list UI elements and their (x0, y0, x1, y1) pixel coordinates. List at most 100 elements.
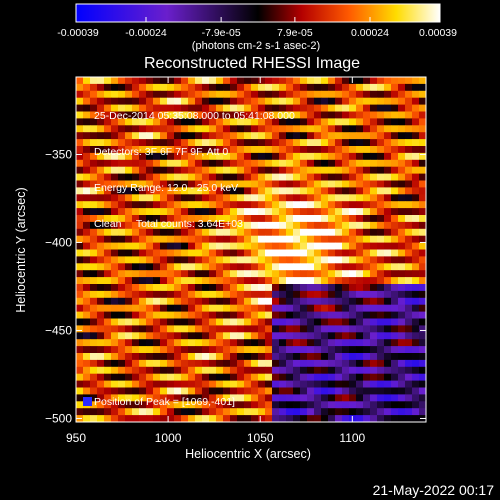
heatmap-cell (90, 415, 98, 423)
heatmap-cell (251, 270, 259, 278)
heatmap-cell (104, 152, 112, 161)
heatmap-cell (174, 104, 182, 112)
heatmap-cell (293, 325, 301, 333)
heatmap-cell (244, 77, 252, 85)
heatmap-cell (321, 373, 329, 381)
heatmap-cell (307, 139, 315, 147)
heatmap-cell (209, 194, 217, 202)
heatmap-cell (370, 77, 378, 85)
heatmap-cell (244, 83, 252, 92)
heatmap-cell (391, 228, 399, 237)
heatmap-cell (223, 256, 231, 264)
heatmap-cell (272, 173, 280, 181)
heatmap-cell (412, 166, 420, 174)
heatmap-cell (209, 373, 217, 381)
heatmap-cell (328, 228, 336, 237)
heatmap-cell (90, 159, 98, 168)
heatmap-cell (377, 263, 385, 271)
heatmap-cell (335, 297, 343, 306)
heatmap-cell (398, 242, 406, 250)
heatmap-cell (349, 304, 357, 312)
heatmap-cell (251, 77, 259, 85)
heatmap-cell (125, 104, 133, 112)
heatmap-cell (195, 83, 203, 92)
heatmap-cell (398, 90, 406, 99)
heatmap-cell (167, 208, 175, 216)
heatmap-cell (335, 146, 343, 154)
heatmap-cell (405, 180, 413, 188)
heatmap-cell (125, 97, 133, 105)
heatmap-cell (125, 159, 133, 168)
heatmap-cell (335, 318, 343, 326)
heatmap-cell (328, 104, 336, 112)
heatmap-cell (76, 221, 84, 230)
heatmap-cell (118, 325, 126, 333)
heatmap-cell (97, 332, 105, 340)
heatmap-cell (90, 366, 98, 375)
heatmap-cell (258, 270, 266, 278)
heatmap-cell (104, 83, 112, 92)
heatmap-cell (230, 353, 238, 361)
heatmap-cell (146, 304, 154, 312)
heatmap-cell (272, 221, 280, 230)
heatmap-cell (370, 228, 378, 237)
heatmap-cell (146, 353, 154, 361)
heatmap-cell (328, 256, 336, 264)
heatmap-cell (377, 159, 385, 168)
heatmap-cell (167, 228, 175, 237)
heatmap-cell (349, 132, 357, 140)
heatmap-cell (223, 159, 231, 168)
heatmap-cell (76, 125, 84, 133)
heatmap-cell (181, 166, 189, 174)
heatmap-cell (181, 132, 189, 140)
heatmap-cell (321, 152, 329, 161)
heatmap-cell (307, 359, 315, 368)
heatmap-cell (244, 346, 252, 354)
heatmap-cell (146, 125, 154, 133)
heatmap-cell (160, 83, 168, 92)
heatmap-cell (216, 318, 224, 326)
heatmap-cell (279, 187, 287, 195)
heatmap-cell (195, 290, 203, 299)
heatmap-cell (307, 401, 315, 409)
heatmap-cell (265, 97, 273, 105)
heatmap-cell (153, 125, 161, 133)
heatmap-cell (139, 152, 147, 161)
heatmap (76, 77, 427, 423)
heatmap-cell (188, 166, 196, 174)
heatmap-cell (90, 249, 98, 257)
heatmap-cell (391, 118, 399, 126)
heatmap-cell (97, 187, 105, 195)
heatmap-cell (370, 380, 378, 388)
heatmap-cell (300, 297, 308, 306)
heatmap-cell (160, 256, 168, 264)
heatmap-cell (146, 318, 154, 326)
heatmap-cell (391, 173, 399, 181)
heatmap-cell (398, 249, 406, 257)
heatmap-cell (181, 180, 189, 188)
heatmap-cell (174, 408, 182, 416)
heatmap-cell (370, 249, 378, 257)
heatmap-cell (237, 118, 245, 126)
heatmap-cell (251, 221, 259, 230)
heatmap-cell (328, 277, 336, 285)
heatmap-cell (153, 118, 161, 126)
heatmap-cell (335, 304, 343, 312)
heatmap-cell (223, 318, 231, 326)
heatmap-cell (97, 394, 105, 402)
heatmap-cell (244, 353, 252, 361)
heatmap-cell (342, 332, 350, 340)
plot-frame (75, 76, 427, 423)
heatmap-cell (167, 339, 175, 347)
heatmap-cell (195, 125, 203, 133)
heatmap-cell (377, 139, 385, 147)
heatmap-cell (104, 111, 112, 119)
heatmap-cell (272, 353, 280, 361)
heatmap-cell (139, 83, 147, 92)
heatmap-cell (223, 339, 231, 347)
heatmap-cell (300, 77, 308, 85)
heatmap-cell (412, 187, 420, 195)
heatmap-cell (363, 270, 371, 278)
heatmap-cell (244, 290, 252, 299)
heatmap-cell (328, 339, 336, 347)
